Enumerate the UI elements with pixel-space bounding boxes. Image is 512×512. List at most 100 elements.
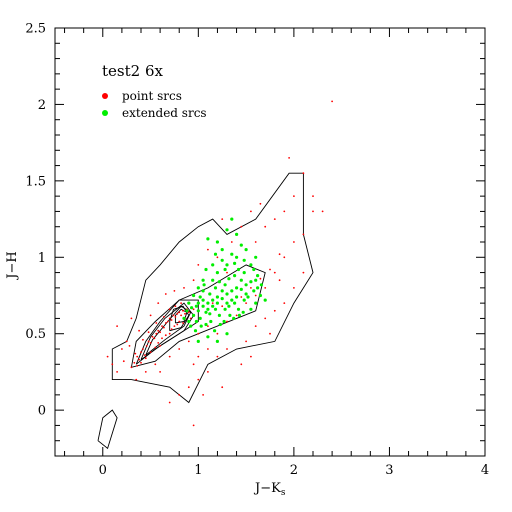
point-src-marker: [116, 325, 118, 327]
extended-src-marker: [192, 293, 196, 298]
extended-src-marker: [230, 252, 234, 256]
extended-src-marker: [241, 310, 245, 314]
point-src-marker: [202, 394, 205, 396]
extended-src-marker: [193, 329, 198, 333]
point-src-marker: [136, 364, 139, 367]
point-src-marker: [197, 264, 200, 266]
extended-src-marker: [194, 304, 198, 308]
extended-src-marker: [211, 304, 215, 308]
point-src-marker: [130, 317, 133, 320]
point-src-marker: [226, 348, 228, 350]
extended-src-marker: [249, 307, 253, 311]
point-src-marker: [128, 345, 131, 347]
point-src-marker: [145, 345, 148, 347]
extended-src-marker: [204, 267, 208, 272]
point-src-marker: [154, 346, 157, 349]
extended-src-marker: [215, 271, 219, 275]
extended-src-marker: [227, 277, 231, 281]
point-src-marker: [283, 302, 286, 304]
point-src-marker: [142, 338, 144, 341]
x-tick-label: 2: [290, 463, 298, 478]
point-src-marker: [312, 210, 314, 213]
axis-ticks: [55, 27, 486, 457]
extended-src-marker: [225, 263, 229, 267]
point-src-marker: [153, 337, 156, 340]
point-src-marker: [155, 332, 158, 335]
extended-src-marker: [225, 301, 229, 305]
extended-src-marker: [239, 287, 243, 291]
point-src-marker: [216, 332, 219, 335]
extended-src-marker: [206, 307, 210, 311]
point-src-marker: [168, 401, 171, 404]
point-src-marker: [269, 332, 271, 335]
point-src-marker: [183, 287, 185, 289]
point-src-marker: [197, 355, 200, 358]
point-src-marker: [288, 157, 290, 159]
point-src-marker: [283, 210, 286, 213]
extended-src-marker: [227, 304, 231, 308]
extended-src-marker: [196, 339, 200, 343]
extended-src-marker: [206, 335, 210, 339]
point-src-marker: [149, 314, 152, 317]
extended-src-marker: [187, 301, 191, 305]
extended-src-marker: [222, 319, 226, 324]
point-src-marker: [240, 363, 243, 366]
extended-src-marker: [198, 316, 202, 320]
extended-src-marker: [230, 298, 234, 302]
extended-src-marker: [192, 313, 196, 317]
point-src-marker: [312, 195, 314, 198]
y-tick-label: 1.5: [25, 174, 46, 189]
extended-src-marker: [230, 289, 234, 293]
y-tick-label: 2: [38, 98, 46, 113]
point-src-marker: [180, 314, 183, 317]
point-src-marker: [122, 360, 125, 363]
extended-src-marker: [190, 306, 194, 310]
point-src-marker: [149, 351, 152, 353]
extended-src-marker: [242, 271, 246, 275]
extended-src-marker: [206, 301, 210, 305]
extended-src-marker: [235, 295, 239, 299]
extended-src-marker: [223, 267, 227, 272]
extended-src-marker: [217, 313, 221, 317]
point-src-marker: [106, 355, 109, 358]
extended-src-marker: [254, 278, 258, 282]
extended-src-marker: [218, 322, 222, 327]
point-src-marker: [302, 233, 305, 236]
point-src-marker: [293, 287, 295, 289]
point-src-marker: [189, 317, 192, 320]
point-src-marker: [184, 312, 186, 315]
point-src-marker: [157, 329, 160, 332]
point-src-marker: [163, 326, 165, 329]
extended-src-marker: [215, 301, 219, 305]
extended-src-marker: [237, 313, 241, 317]
contour-line: [97, 409, 118, 450]
extended-src-marker: [254, 255, 258, 259]
x-axis-label: J−Ks: [253, 481, 286, 498]
point-src-marker: [173, 325, 176, 327]
y-tick-label: 0.5: [25, 327, 46, 342]
contour-line: [145, 305, 192, 356]
point-src-marker: [254, 294, 257, 297]
extended-src-marker: [225, 292, 229, 296]
contour-line: [111, 172, 314, 404]
extended-src-marker: [194, 319, 198, 324]
point-src-marker: [331, 100, 333, 103]
extended-src-marker: [235, 232, 239, 236]
extended-src-marker: [209, 319, 213, 324]
contour-line: [130, 264, 266, 368]
point-src-marker: [155, 322, 158, 324]
extended-src-marker: [204, 322, 208, 327]
point-src-marker: [192, 363, 195, 366]
extended-src-marker: [211, 278, 215, 282]
point-src-marker: [226, 271, 228, 274]
point-src-marker: [216, 256, 219, 259]
extended-src-marker: [220, 289, 224, 293]
extended-src-marker: [196, 286, 200, 290]
extended-src-marker: [244, 248, 248, 252]
extended-src-marker: [201, 304, 205, 308]
point-src-marker: [164, 322, 167, 324]
extended-src-marker: [196, 301, 200, 305]
extended-src-marker: [213, 329, 217, 333]
legend-marker-point: [102, 93, 108, 99]
